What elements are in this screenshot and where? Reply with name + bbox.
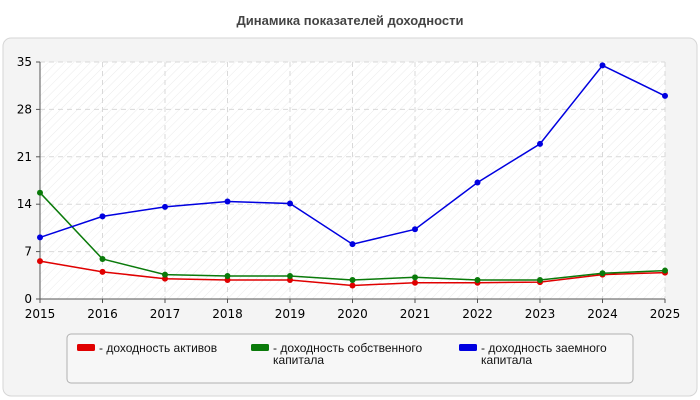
data-point [349,277,356,284]
data-point [412,274,418,281]
data-point [349,282,356,289]
y-tick-label: 14 [17,197,32,211]
data-point [287,200,293,207]
data-point [599,270,606,277]
data-point [37,189,43,196]
y-axis-ticks: 0 7 14 21 28 35 [17,55,32,306]
legend-swatch [251,344,269,351]
x-axis-ticks: 2015 2016 2017 2018 2019 2020 2021 2022 2023 2024… [25,307,681,321]
data-point [537,277,543,284]
x-tick-label: 2017 [150,307,181,321]
data-point [349,241,356,248]
data-point [37,234,43,241]
y-tick-label: 28 [17,102,32,116]
y-tick-label: 35 [17,55,32,69]
data-point [599,62,606,69]
legend-swatch [77,344,95,351]
legend-swatch [459,344,477,351]
data-point [412,279,418,286]
series-2 [37,189,668,284]
y-tick-label: 0 [24,292,32,306]
data-point [287,272,293,279]
data-point [537,140,543,147]
legend-label: - доходность активов [99,341,217,355]
data-point [224,272,231,279]
y-tick-label: 7 [24,245,32,259]
x-tick-label: 2018 [212,307,243,321]
legend-label: - доходность собственного [273,341,423,355]
data-point [412,226,418,233]
data-point [474,179,481,186]
data-point [99,213,106,220]
data-point [662,92,668,99]
x-tick-label: 2020 [337,307,368,321]
legend-label: - доходность заемного [481,341,607,355]
data-point [162,271,168,278]
data-point [662,267,668,274]
series-3 [37,62,668,248]
legend-label: капитала [273,353,324,367]
legend-item-1: - доходность активов [77,341,217,355]
data-point [474,277,481,284]
x-tick-label: 2021 [400,307,431,321]
x-tick-label: 2023 [525,307,556,321]
series-group [37,62,668,289]
data-point [99,256,106,263]
legend-box [66,333,634,384]
data-point [224,198,231,205]
data-point [162,203,168,210]
legend-label: капитала [481,353,532,367]
x-tick-label: 2019 [275,307,306,321]
x-tick-label: 2022 [462,307,493,321]
x-tick-label: 2025 [650,307,681,321]
x-tick-label: 2015 [25,307,56,321]
x-tick-label: 2016 [87,307,118,321]
chart-title: Динамика показателей доходности [236,13,463,28]
data-point [37,258,43,265]
x-tick-label: 2024 [587,307,618,321]
y-tick-label: 21 [17,150,32,164]
legend: - доходность активов - доходность собстве… [77,341,607,367]
data-point [99,268,106,275]
